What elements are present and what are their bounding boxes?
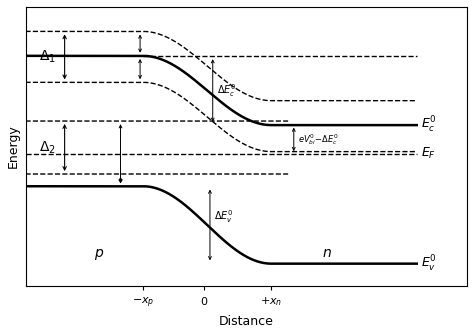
Text: $\Delta E_c^0$: $\Delta E_c^0$ (217, 82, 237, 99)
Text: $\Delta E_v^0$: $\Delta E_v^0$ (214, 208, 234, 225)
Text: p: p (94, 247, 102, 261)
Text: $\Delta_1$: $\Delta_1$ (39, 49, 56, 65)
Text: $E_v^0$: $E_v^0$ (421, 254, 437, 274)
X-axis label: Distance: Distance (219, 315, 273, 328)
Text: $\Delta_2$: $\Delta_2$ (39, 139, 56, 156)
Text: $eV_{bi}^0{-}\Delta E_c^0$: $eV_{bi}^0{-}\Delta E_c^0$ (298, 132, 339, 147)
Text: n: n (323, 247, 332, 261)
Text: $E_F$: $E_F$ (421, 146, 436, 161)
Y-axis label: Energy: Energy (7, 125, 20, 169)
Text: $E_c^0$: $E_c^0$ (421, 115, 437, 135)
